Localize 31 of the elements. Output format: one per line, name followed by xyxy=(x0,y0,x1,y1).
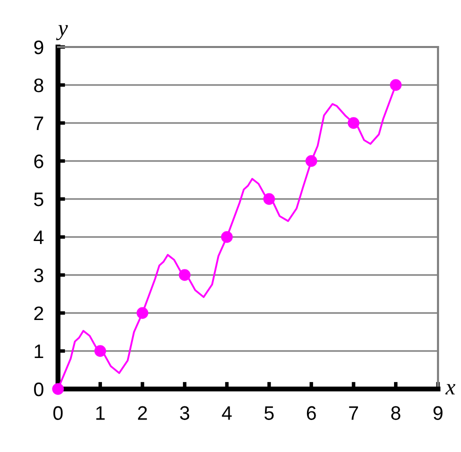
point xyxy=(52,383,64,395)
point xyxy=(136,307,148,319)
point xyxy=(348,117,360,129)
y-tick-label: 6 xyxy=(34,154,44,168)
point xyxy=(221,231,233,243)
x-tick-label: 2 xyxy=(138,406,147,420)
y-tick-label: 8 xyxy=(34,78,44,92)
x-tick-label: 3 xyxy=(180,406,190,420)
x-tick-label: 0 xyxy=(53,406,63,420)
y-axis-title: y xyxy=(56,25,68,40)
point xyxy=(305,155,318,167)
x-tick-label: 9 xyxy=(434,406,442,420)
y-tick-label: 7 xyxy=(34,116,44,130)
point xyxy=(178,269,191,281)
y-tick-label: 4 xyxy=(34,230,44,244)
y-tick-label: 3 xyxy=(34,268,44,282)
y-tick-label: 0 xyxy=(34,382,44,396)
x-tick-label: 5 xyxy=(264,406,274,420)
y-tick-label: 5 xyxy=(34,192,44,206)
x-tick-label: 7 xyxy=(349,406,358,420)
y-tick-label: 1 xyxy=(34,344,44,358)
x-axis-title: x xyxy=(445,384,456,394)
point xyxy=(390,79,402,91)
x-tick-label: 4 xyxy=(222,406,232,420)
point xyxy=(263,193,275,205)
point xyxy=(94,345,106,357)
y-tick-label: 2 xyxy=(34,306,44,320)
y-tick-label: 9 xyxy=(34,40,44,54)
x-tick-label: 1 xyxy=(96,406,105,420)
x-tick-label: 8 xyxy=(391,406,400,420)
x-tick-label: 6 xyxy=(306,406,316,420)
